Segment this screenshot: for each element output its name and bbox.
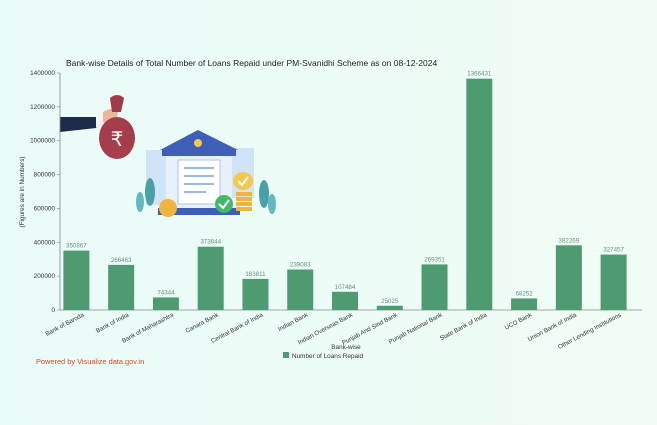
y-tick-label: 1200000	[30, 104, 55, 111]
bar[interactable]	[197, 246, 224, 310]
bar[interactable]	[376, 305, 403, 310]
x-axis-title: Bank-wise	[331, 344, 361, 351]
bank-illustration	[136, 130, 276, 217]
bar[interactable]	[600, 254, 627, 310]
y-axis-title: (Figures are in Numbers)	[19, 156, 26, 227]
bar[interactable]	[287, 269, 314, 310]
bar[interactable]	[242, 278, 269, 310]
data-labels-group: 350867 266463 74344 373844 183811 239083 10748…	[66, 71, 624, 305]
bar-data-label: 1366431	[467, 71, 492, 78]
bar-data-label: 350867	[66, 243, 87, 250]
svg-text:₹: ₹	[111, 127, 124, 151]
bar-data-label: 269351	[424, 256, 445, 263]
bar-data-label: 327457	[603, 247, 624, 254]
x-category-label: Indian Bank	[277, 311, 310, 333]
legend[interactable]: Number of Loans Repaid	[283, 352, 363, 360]
y-tick-label: 600000	[34, 205, 56, 212]
legend-label: Number of Loans Repaid	[292, 353, 363, 360]
x-category-label: State Bank of India	[439, 311, 489, 342]
bar[interactable]	[108, 264, 135, 310]
bars-group	[63, 78, 627, 310]
y-tick-label: 400000	[34, 239, 56, 246]
bar-data-label: 74344	[157, 289, 175, 296]
bar-data-label: 68252	[515, 290, 533, 297]
bar[interactable]	[511, 298, 538, 310]
bar-data-label: 373844	[200, 239, 221, 246]
bar-data-label: 239083	[290, 262, 311, 269]
bar[interactable]	[421, 264, 448, 310]
bar-data-label: 107484	[335, 284, 356, 291]
x-category-label: Canara Bank	[184, 311, 220, 335]
chart-title: Bank-wise Details of Total Number of Loa…	[66, 58, 438, 68]
y-tick-label: 200000	[34, 273, 56, 280]
money-bag-illustration: ₹	[60, 95, 135, 159]
y-tick-label: 0	[51, 307, 55, 314]
bar[interactable]	[466, 78, 493, 310]
y-tick-label: 1000000	[30, 138, 55, 145]
bar-data-label: 382269	[559, 237, 580, 244]
bar[interactable]	[63, 250, 90, 310]
footer-credit[interactable]: Powered by Visualize data.gov.in	[36, 357, 145, 366]
bar[interactable]	[555, 245, 582, 310]
x-category-label: Bank of India	[95, 311, 131, 334]
y-tick-label: 800000	[34, 172, 56, 179]
bar[interactable]	[332, 291, 358, 310]
x-category-label: Bank of Baroda	[44, 311, 85, 337]
y-axis-ticks: 0 200000 400000 600000 800000 1000000 1200000 1…	[30, 70, 60, 314]
bar-data-label: 183811	[245, 271, 266, 278]
bar-data-label: 266463	[111, 257, 132, 264]
bar-data-label: 25025	[381, 298, 399, 305]
x-category-label: UCO Bank	[504, 311, 534, 331]
bar[interactable]	[152, 297, 179, 310]
legend-swatch	[283, 352, 289, 358]
y-tick-label: 1400000	[30, 70, 55, 77]
